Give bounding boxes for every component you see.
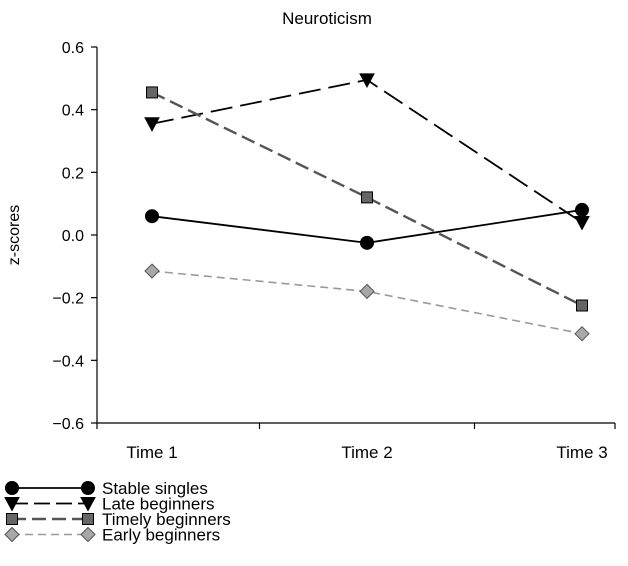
data-point-timely-beginners — [146, 86, 158, 99]
legend-label-stable-singles: Stable singles — [102, 479, 208, 498]
data-point-late-beginners — [574, 215, 590, 231]
data-point-stable-singles — [575, 202, 589, 217]
series-line-early-beginners — [151, 270, 583, 335]
legend-marker-late-beginners — [4, 497, 20, 512]
legend-label-early-beginners: Early beginners — [102, 526, 220, 545]
legend-marker-stable-singles — [5, 481, 19, 495]
y-tick-label: 0.4 — [62, 103, 84, 120]
data-point-stable-singles — [145, 209, 159, 224]
legend-marker-late-beginners — [80, 497, 96, 512]
legend-label-timely-beginners: Timely beginners — [102, 510, 231, 529]
y-tick-label: 0.6 — [62, 40, 84, 57]
y-tick-label: −0.4 — [52, 353, 84, 370]
y-tick-label: 0.2 — [62, 165, 84, 182]
legend-marker-timely-beginners — [82, 513, 94, 525]
data-point-timely-beginners — [576, 299, 588, 312]
y-tick-label: 0.0 — [62, 228, 84, 245]
legend-label-late-beginners: Late beginners — [102, 495, 214, 514]
data-point-late-beginners — [144, 117, 160, 132]
y-tick-label: −0.6 — [52, 416, 84, 433]
legend-marker-early-beginners — [4, 526, 20, 543]
data-point-late-beginners — [359, 73, 375, 88]
y-tick-label: −0.2 — [52, 291, 84, 308]
legend-marker-early-beginners — [80, 526, 96, 543]
chart-title: Neuroticism — [282, 9, 372, 28]
x-tick-label: Time 3 — [556, 443, 607, 462]
y-axis-label: z-scores — [6, 205, 23, 265]
data-point-early-beginners — [574, 325, 590, 342]
legend-marker-stable-singles — [81, 481, 95, 495]
x-tick-label: Time 1 — [126, 443, 177, 462]
x-tick-label: Time 2 — [341, 443, 392, 462]
data-point-stable-singles — [360, 235, 374, 250]
data-point-early-beginners — [359, 283, 375, 300]
legend-marker-timely-beginners — [6, 513, 18, 525]
data-point-timely-beginners — [361, 191, 373, 204]
data-point-early-beginners — [144, 263, 160, 279]
